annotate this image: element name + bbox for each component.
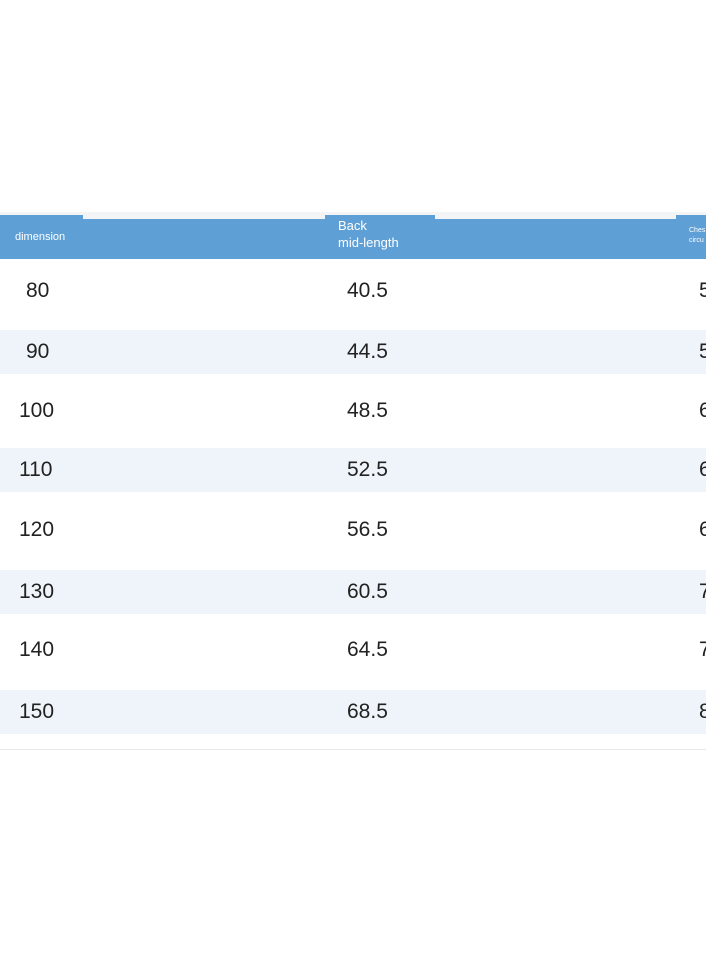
column-header-back-line1: Back (338, 218, 367, 233)
column-header-back-line2: mid-length (338, 234, 399, 250)
cell-back-length: 56.5 (347, 518, 388, 541)
table-row: 110 52.5 6 (0, 448, 706, 492)
cell-dimension: 140 (19, 638, 55, 661)
cell-chest: 5 (699, 279, 706, 302)
cell-back-length: 60.5 (347, 580, 388, 603)
cell-back-length: 44.5 (347, 340, 388, 363)
cell-dimension: 120 (19, 518, 55, 541)
table-row: 90 44.5 5 (0, 330, 706, 374)
table-row: 130 60.5 7 (0, 570, 706, 614)
cell-dimension: 130 (19, 580, 55, 603)
cell-dimension: 80 (26, 279, 50, 302)
header-tab-dimension (0, 215, 83, 220)
cell-dimension: 100 (19, 399, 55, 422)
cell-dimension: 150 (19, 700, 55, 723)
column-header-chest: Ches circu (689, 226, 705, 246)
cell-chest: 7 (699, 638, 706, 661)
cell-chest: 6 (699, 458, 706, 481)
table-header (0, 219, 706, 259)
column-header-back-length: Back mid-length (338, 218, 399, 252)
cell-back-length: 52.5 (347, 458, 388, 481)
table-row: 80 40.5 5 (0, 269, 706, 313)
column-header-dimension: dimension (15, 231, 66, 243)
cell-chest: 7 (699, 580, 706, 603)
cell-chest: 6 (699, 399, 706, 422)
table-row: 120 56.5 6 (0, 508, 706, 552)
cell-back-length: 48.5 (347, 399, 388, 422)
cell-dimension: 90 (26, 340, 50, 363)
cell-back-length: 40.5 (347, 279, 388, 302)
cell-chest: 5 (699, 340, 706, 363)
cell-back-length: 64.5 (347, 638, 388, 661)
cell-dimension: 110 (19, 458, 53, 481)
cell-back-length: 68.5 (347, 700, 388, 723)
column-header-chest-line1: Ches (689, 227, 706, 234)
table-row: 140 64.5 7 (0, 628, 706, 672)
table-row: 100 48.5 6 (0, 389, 706, 433)
header-tab-chest (676, 215, 706, 220)
header-tab-back (325, 215, 435, 220)
table-bottom-divider (0, 749, 706, 750)
cell-chest: 8 (699, 700, 706, 723)
column-header-chest-line2: circu (689, 237, 704, 245)
cell-chest: 6 (699, 518, 706, 541)
table-row: 150 68.5 8 (0, 690, 706, 734)
